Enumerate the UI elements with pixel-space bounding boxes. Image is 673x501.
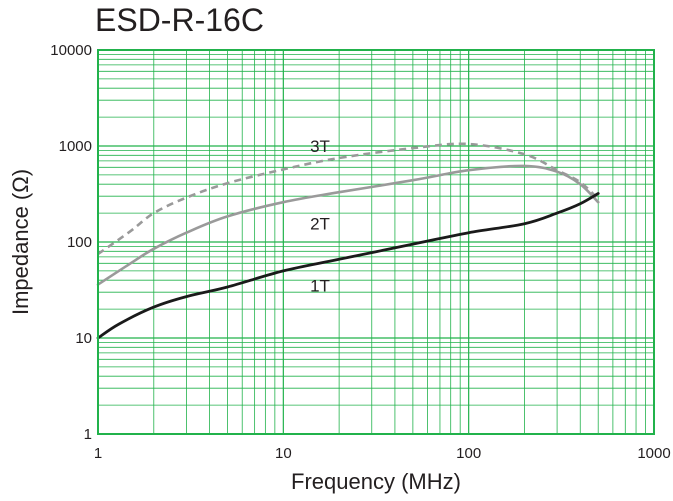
y-tick-label: 100 (67, 234, 92, 251)
tick-labels: 1 10 100 1000 1 10 100 1000 10000 (50, 42, 670, 462)
x-tick-label: 1 (94, 445, 102, 462)
series-label-3t: 3T (310, 137, 330, 156)
y-tick-label: 10 (75, 330, 92, 347)
y-tick-label: 1 (84, 426, 92, 443)
x-tick-label: 1000 (637, 445, 670, 462)
x-tick-label: 10 (275, 445, 292, 462)
series-lines (96, 142, 600, 340)
series-label-1t: 1T (310, 276, 330, 295)
y-tick-label: 10000 (50, 42, 92, 59)
series-labels: 1T 2T 3T (310, 137, 330, 295)
plot-frame (97, 49, 655, 435)
series-label-2t: 2T (310, 215, 330, 234)
x-tick-label: 100 (456, 445, 481, 462)
series-line-1t (96, 192, 600, 340)
y-tick-label: 1000 (59, 138, 92, 155)
series-line-2t (96, 164, 600, 286)
y-axis-label: Impedance (Ω) (8, 169, 33, 315)
chart-title: ESD-R-16C (95, 2, 264, 38)
grid (98, 50, 654, 434)
x-axis-label: Frequency (MHz) (291, 469, 461, 494)
